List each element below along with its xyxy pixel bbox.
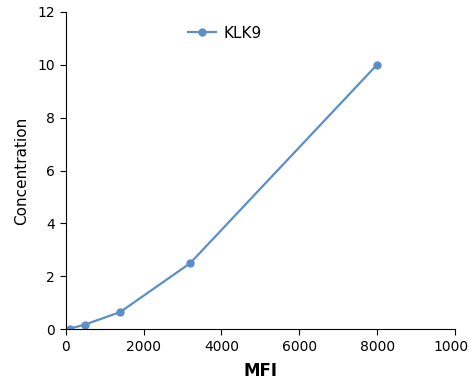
KLK9 — [82, 322, 88, 327]
Line: KLK9: KLK9 — [66, 61, 380, 332]
KLK9 — [188, 261, 193, 265]
KLK9 — [67, 327, 72, 331]
Legend: KLK9: KLK9 — [182, 19, 268, 47]
KLK9 — [117, 310, 123, 314]
Y-axis label: Concentration: Concentration — [14, 116, 29, 225]
X-axis label: MFI: MFI — [243, 362, 277, 380]
KLK9 — [374, 62, 380, 67]
